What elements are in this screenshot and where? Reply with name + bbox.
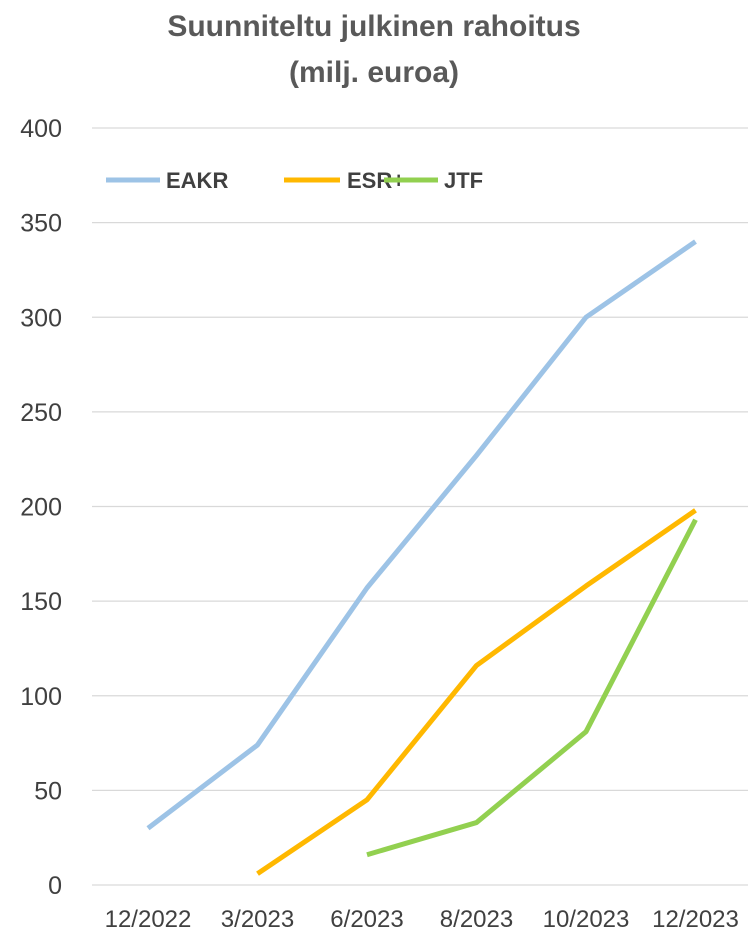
y-tick-label: 200	[20, 494, 62, 522]
series-lines	[146, 239, 698, 876]
chart-subtitle: (milj. euroa)	[288, 56, 460, 89]
x-tick-label: 10/2023	[543, 906, 630, 933]
x-axis-ticks: 12/2022 3/2023 6/2023 8/2023 10/2023 12/2023	[105, 906, 739, 933]
legend-label-jtf: JTF	[444, 168, 483, 193]
x-tick-label: 8/2023	[440, 906, 513, 933]
y-tick-label: 250	[20, 399, 62, 427]
y-tick-label: 300	[20, 304, 62, 332]
y-axis-ticks: 0 50 100 150 200 250 300 350 400	[20, 115, 62, 900]
chart-title: Suunniteltu julkinen rahoitus	[167, 10, 581, 43]
y-tick-label: 350	[20, 210, 62, 238]
y-tick-label: 50	[34, 777, 62, 805]
x-tick-label: 12/2023	[652, 906, 739, 933]
y-tick-label: 0	[48, 872, 62, 900]
x-tick-label: 3/2023	[221, 906, 294, 933]
x-tick-label: 12/2022	[105, 906, 192, 933]
y-tick-label: 400	[20, 115, 62, 143]
legend-label-eakr: EAKR	[166, 168, 228, 193]
series-line-esr-	[256, 508, 697, 876]
legend: EAKR ESR+ JTF	[106, 168, 483, 193]
series-line-eakr	[146, 239, 697, 831]
series-line-jtf	[366, 518, 698, 858]
y-tick-label: 100	[20, 683, 62, 711]
grid-lines	[92, 127, 748, 886]
y-tick-label: 150	[20, 588, 62, 616]
x-tick-label: 6/2023	[330, 906, 403, 933]
